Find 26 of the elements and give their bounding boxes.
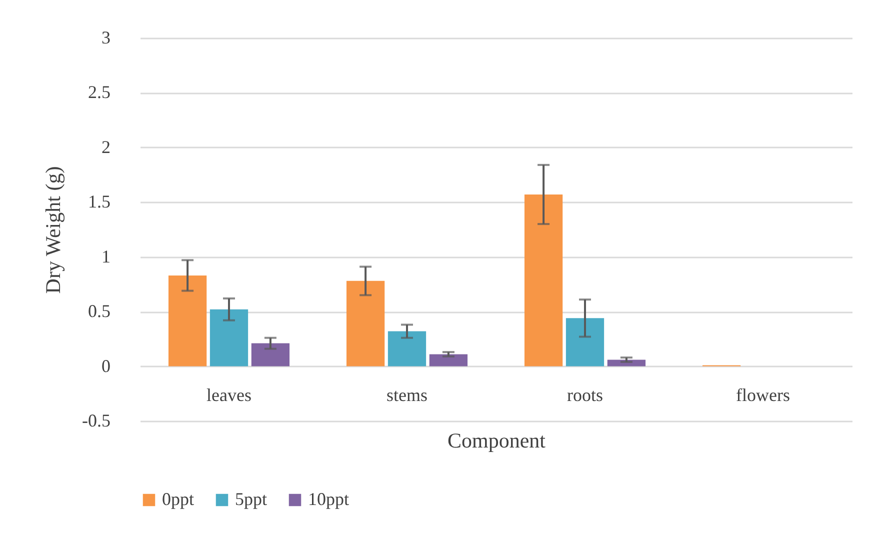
y-tick-label: 1 — [102, 246, 110, 266]
legend-label: 0ppt — [162, 489, 194, 509]
y-tick-label: 0 — [102, 356, 110, 376]
bar — [251, 343, 290, 366]
bar — [607, 360, 646, 366]
y-tick-label: 2.5 — [88, 82, 110, 102]
x-tick-label: stems — [386, 384, 428, 405]
legend-label: 5ppt — [235, 489, 268, 509]
y-tick-label: 3 — [102, 28, 110, 48]
bar — [388, 331, 426, 366]
x-tick-label: flowers — [736, 384, 790, 405]
bar — [346, 280, 385, 366]
y-tick-label: 1.5 — [88, 192, 110, 212]
bar — [168, 275, 207, 366]
legend-label: 10ppt — [308, 489, 350, 509]
y-axis-title: Dry Weight (g) — [41, 166, 66, 294]
y-tick-label: -0.5 — [82, 410, 110, 430]
bar — [524, 194, 563, 366]
bar — [429, 354, 468, 366]
bar — [566, 318, 604, 366]
x-tick-label: roots — [567, 384, 603, 405]
x-tick-label: leaves — [206, 384, 252, 405]
y-tick-label: 0.5 — [88, 301, 110, 322]
y-tick-label: 2 — [102, 136, 110, 157]
x-axis-title: Component — [448, 428, 546, 452]
bar — [210, 309, 248, 366]
